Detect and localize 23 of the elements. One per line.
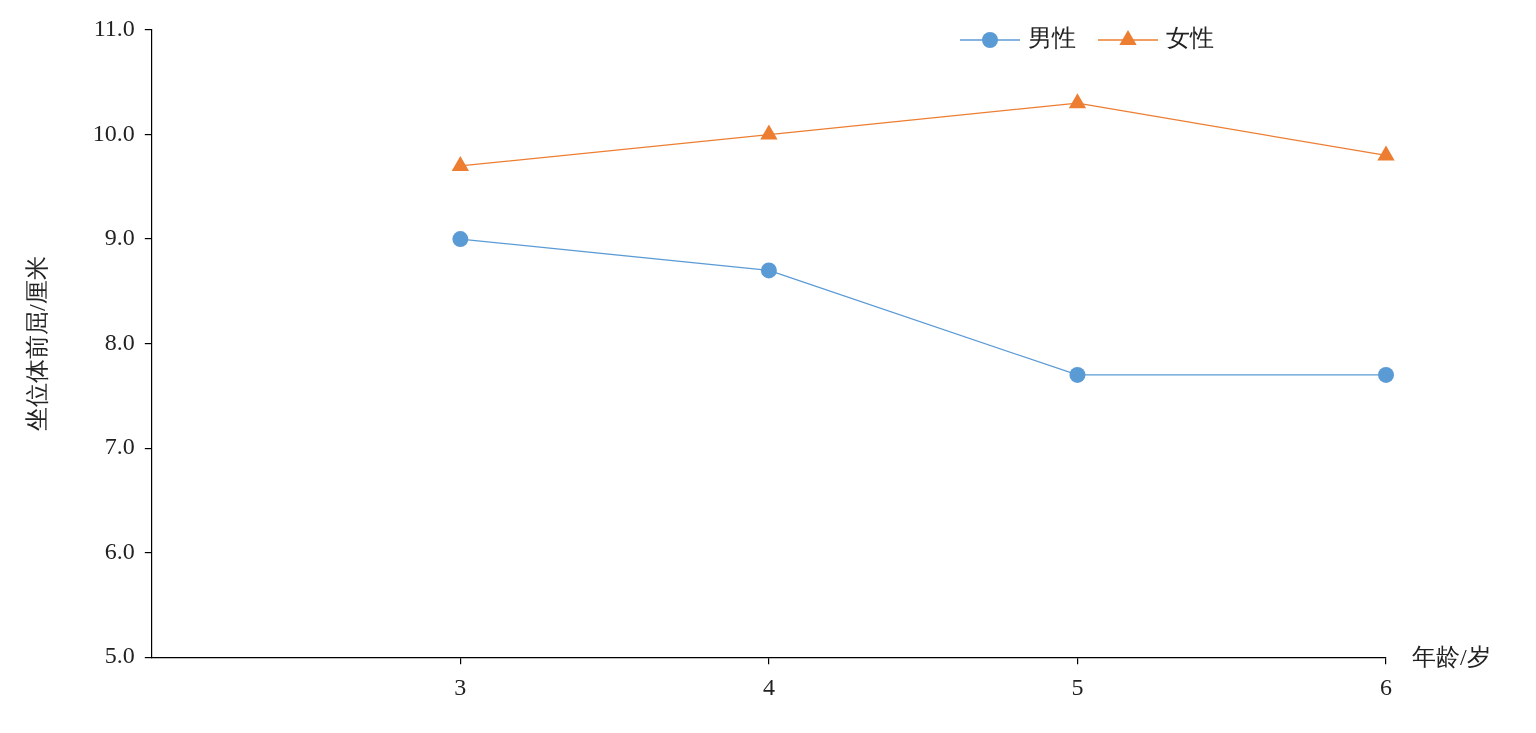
x-tick-label: 3 xyxy=(454,673,467,700)
point xyxy=(1378,366,1394,383)
x-tick-label: 4 xyxy=(762,673,775,700)
y-tick-label: 10.0 xyxy=(92,119,135,146)
point xyxy=(1069,366,1086,383)
y-axis-title: 坐位体前屈/厘米 xyxy=(23,256,50,431)
legend-label: 女性 xyxy=(1166,25,1214,52)
y-tick-label: 8.0 xyxy=(104,328,135,355)
point xyxy=(452,231,469,248)
y-tick-label: 9.0 xyxy=(104,224,135,251)
y-tick-label: 6.0 xyxy=(104,537,135,564)
legend-label: 男性 xyxy=(1028,25,1076,52)
x-axis-title: 年龄/岁 xyxy=(1412,644,1491,671)
point xyxy=(1068,93,1087,109)
x-tick-label: 5 xyxy=(1071,673,1084,700)
point xyxy=(1377,145,1395,161)
y-tick-label: 7.0 xyxy=(104,433,135,460)
x-tick-label: 6 xyxy=(1380,673,1392,700)
point xyxy=(451,155,470,171)
y-tick-label: 5.0 xyxy=(104,642,135,669)
y-tick-label: 11.0 xyxy=(93,15,135,42)
point xyxy=(760,124,778,140)
point xyxy=(760,262,777,279)
